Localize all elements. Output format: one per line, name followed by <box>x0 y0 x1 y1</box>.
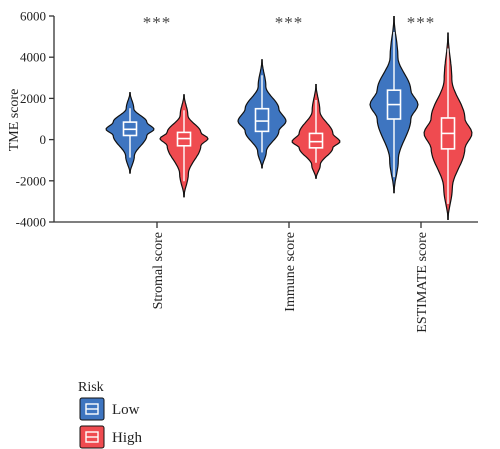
legend-title: Risk <box>78 380 104 395</box>
x-axis: Stromal score Immune score ESTIMATE score <box>54 221 478 333</box>
violin-high-1 <box>291 83 341 179</box>
violin-body <box>105 92 155 174</box>
violin-low-2 <box>369 15 419 194</box>
legend-item-high: High <box>79 425 143 449</box>
x-tick-label: ESTIMATE score <box>415 232 430 333</box>
violin-high-2 <box>423 32 473 220</box>
significance-label: *** <box>407 13 436 32</box>
y-tick-label: -2000 <box>16 173 46 188</box>
x-tick-label: Immune score <box>283 232 298 312</box>
violin-high-0 <box>159 94 209 198</box>
y-tick-label: 0 <box>40 132 47 147</box>
y-axis: -4000 -2000 0 2000 4000 6000 <box>16 9 55 230</box>
significance-label: *** <box>143 13 172 32</box>
violin-body <box>423 32 473 220</box>
iqr-box <box>308 132 324 149</box>
iqr-box <box>254 107 270 133</box>
y-tick-label: -4000 <box>16 215 46 230</box>
legend-label: High <box>112 430 143 446</box>
violin-low-1 <box>237 59 287 169</box>
y-tick-label: 4000 <box>20 50 46 65</box>
violin-low-0 <box>105 92 155 174</box>
x-tick-label: Stromal score <box>151 232 166 309</box>
legend-label: Low <box>112 402 140 418</box>
y-tick-label: 2000 <box>20 91 46 106</box>
violin-body <box>237 59 287 169</box>
plot-area: *** *** *** <box>105 13 473 220</box>
significance-label: *** <box>275 13 304 32</box>
y-axis-title: TME score <box>7 89 22 152</box>
y-tick-label: 6000 <box>20 9 46 24</box>
legend: Risk Low High <box>78 380 143 449</box>
legend-item-low: Low <box>79 397 140 421</box>
